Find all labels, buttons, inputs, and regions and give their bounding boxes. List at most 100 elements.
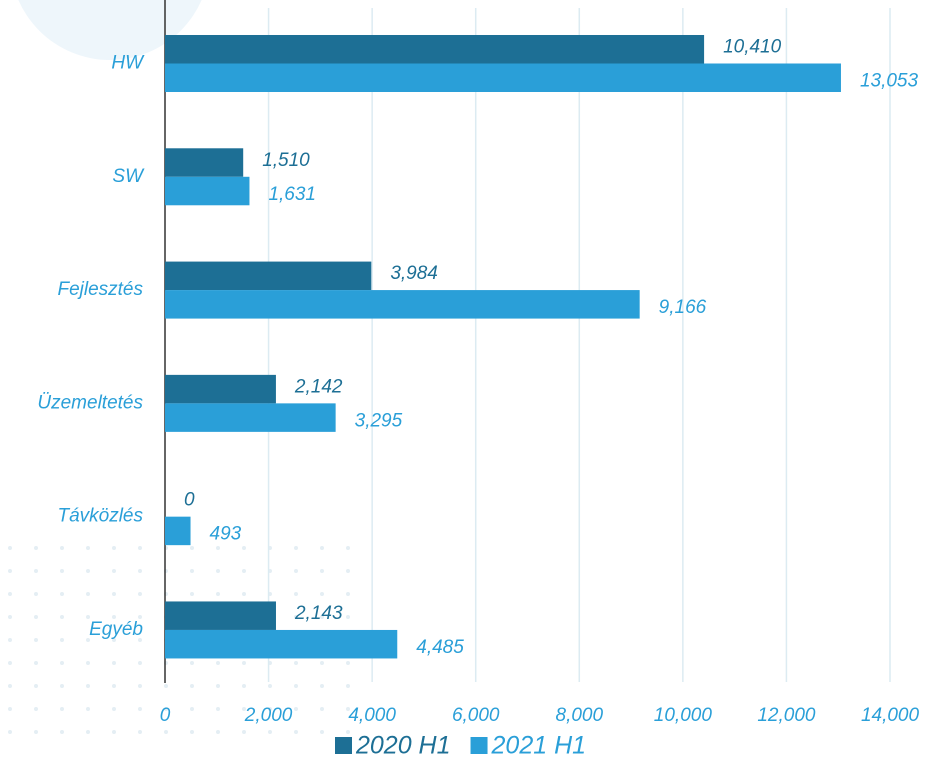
- decor-dot: [138, 615, 142, 619]
- decor-dot: [60, 546, 64, 550]
- decor-dot: [8, 730, 12, 734]
- x-tick-label: 4,000: [348, 705, 396, 726]
- decor-dot: [60, 592, 64, 596]
- value-label: 13,053: [860, 71, 919, 92]
- decor-dot: [8, 684, 12, 688]
- legend-label: 2020 H1: [355, 732, 451, 760]
- decor-dot: [112, 730, 116, 734]
- decor-dot: [8, 638, 12, 642]
- bar: [165, 403, 336, 432]
- decor-dot: [190, 592, 194, 596]
- decor-dot: [112, 638, 116, 642]
- value-label: 3,984: [390, 263, 438, 284]
- decor-dot: [346, 684, 350, 688]
- value-label: 9,166: [659, 297, 707, 318]
- decor-dot: [34, 707, 38, 711]
- decor-dot: [190, 569, 194, 573]
- y-tick-label: Egyéb: [89, 619, 143, 640]
- decor-dot: [138, 546, 142, 550]
- decor-dot: [34, 615, 38, 619]
- legend-swatch: [470, 737, 488, 754]
- decor-dot: [216, 592, 220, 596]
- y-tick-label: Üzemeltetés: [37, 392, 143, 413]
- decor-dot: [60, 638, 64, 642]
- decor-dot: [294, 569, 298, 573]
- y-tick-label: Távközlés: [57, 506, 143, 527]
- value-label: 1,631: [268, 184, 316, 205]
- decor-dot: [268, 707, 272, 711]
- x-tick-label: 8,000: [556, 705, 604, 726]
- decor-dot: [164, 684, 168, 688]
- decor-dot: [320, 730, 324, 734]
- decor-dot: [8, 592, 12, 596]
- decor-dot: [294, 684, 298, 688]
- decor-dot: [294, 730, 298, 734]
- decor-dot: [294, 615, 298, 619]
- decor-dot: [242, 730, 246, 734]
- decor-dot: [34, 592, 38, 596]
- decor-dot: [242, 546, 246, 550]
- decor-dot: [112, 684, 116, 688]
- decor-dot: [112, 592, 116, 596]
- bar: [165, 34, 705, 64]
- x-tick-label: 0: [160, 705, 171, 726]
- decor-dot: [190, 661, 194, 665]
- decor-dot: [190, 546, 194, 550]
- decor-dot: [60, 569, 64, 573]
- decor-dot: [86, 615, 90, 619]
- decor-dot: [34, 730, 38, 734]
- value-label: 3,295: [355, 410, 403, 431]
- x-tick-label: 2,000: [244, 705, 293, 726]
- decor-dot: [86, 661, 90, 665]
- decor-dot: [294, 707, 298, 711]
- decor-dot: [8, 546, 12, 550]
- legend-label: 2021 H1: [491, 732, 587, 760]
- decor-dot: [346, 569, 350, 573]
- decor-dot: [86, 592, 90, 596]
- decor-dot: [190, 684, 194, 688]
- decor-dot: [242, 569, 246, 573]
- decor-dot: [138, 730, 142, 734]
- value-label: 4,485: [416, 637, 464, 658]
- decor-dot: [86, 707, 90, 711]
- x-tick-label: 14,000: [861, 705, 920, 726]
- value-label: 0: [184, 490, 195, 511]
- decor-dot: [346, 546, 350, 550]
- decor-dot: [86, 684, 90, 688]
- decor-dot: [60, 707, 64, 711]
- decor-dot: [138, 569, 142, 573]
- decor-dot: [8, 569, 12, 573]
- decor-dot: [346, 615, 350, 619]
- bar: [165, 290, 640, 319]
- x-tick-label: 10,000: [654, 705, 713, 726]
- decor-dot: [164, 707, 168, 711]
- decor-dot: [60, 615, 64, 619]
- decor-dot: [8, 661, 12, 665]
- value-label: 2,142: [294, 376, 343, 397]
- decor-dot: [216, 730, 220, 734]
- decor-dot: [190, 730, 194, 734]
- decor-dot: [320, 615, 324, 619]
- y-tick-label: Fejlesztés: [57, 279, 143, 300]
- value-label: 10,410: [723, 37, 782, 58]
- decor-dot: [60, 684, 64, 688]
- x-tick-label: 6,000: [452, 705, 500, 726]
- decor-dot: [346, 730, 350, 734]
- decor-dot: [216, 546, 220, 550]
- legend-swatch: [335, 737, 352, 754]
- decor-dot: [138, 638, 142, 642]
- decor-dot: [320, 546, 324, 550]
- decor-dot: [138, 684, 142, 688]
- decor-dot: [190, 707, 194, 711]
- value-label: 1,510: [262, 150, 310, 171]
- decor-dot: [112, 569, 116, 573]
- decor-dot: [86, 569, 90, 573]
- decor-dot: [242, 592, 246, 596]
- decor-dot: [34, 684, 38, 688]
- decor-dot: [8, 707, 12, 711]
- decor-circle: [18, 0, 202, 60]
- decor-dot: [86, 638, 90, 642]
- bar: [165, 374, 276, 404]
- decor-dot: [138, 592, 142, 596]
